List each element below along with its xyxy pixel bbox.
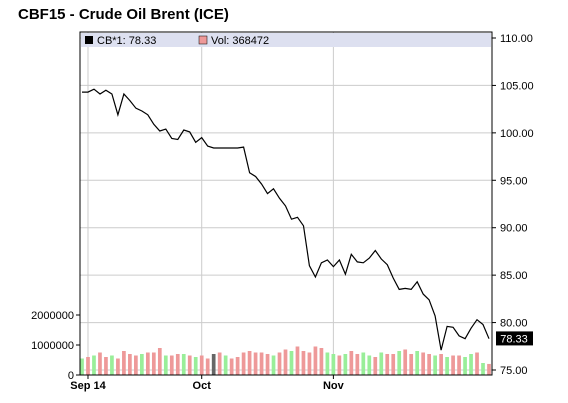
volume-bar — [487, 363, 491, 375]
volume-bar — [241, 352, 246, 375]
volume-bar — [463, 357, 467, 375]
volume-bar — [373, 357, 378, 375]
volume-bar — [134, 355, 138, 375]
volume-bar — [199, 355, 204, 375]
volume-bar — [397, 351, 402, 375]
volume-bar — [247, 351, 252, 375]
volume-bar — [163, 355, 168, 375]
volume-bar — [175, 354, 180, 375]
plot-area — [80, 32, 492, 375]
volume-bar — [457, 355, 461, 375]
volume-bar — [139, 354, 144, 375]
volume-bar — [391, 354, 396, 375]
volume-tick-label: 2000000 — [31, 310, 74, 322]
x-tick-label: Sep 14 — [70, 380, 106, 392]
volume-bar — [211, 354, 216, 375]
volume-bar — [271, 355, 276, 375]
volume-bar — [445, 357, 449, 375]
volume-legend-label: Vol: 368472 — [211, 35, 269, 47]
volume-bar — [427, 354, 432, 375]
volume-bar — [325, 352, 330, 375]
volume-bar — [367, 355, 372, 375]
price-tick-label: 105.00 — [500, 80, 534, 92]
price-legend-label: CB*1: 78.33 — [97, 35, 156, 47]
volume-bar — [349, 351, 354, 375]
volume-bar — [151, 352, 156, 375]
volume-bar — [319, 348, 324, 375]
x-tick-label: Oct — [193, 380, 212, 392]
volume-bars — [80, 346, 491, 375]
volume-bar — [116, 358, 120, 375]
volume-bar — [110, 355, 114, 375]
price-tick-label: 90.00 — [500, 223, 528, 235]
volume-bar — [337, 355, 342, 375]
price-tick-label: 95.00 — [500, 175, 528, 187]
volume-bar — [223, 355, 228, 375]
volume-bar — [80, 358, 84, 375]
volume-bar — [439, 354, 443, 375]
volume-bar — [469, 354, 473, 375]
price-line — [82, 88, 490, 351]
legend-band — [81, 33, 491, 47]
volume-bar — [229, 358, 234, 375]
volume-bar — [205, 358, 210, 375]
volume-bar — [475, 352, 479, 375]
price-tick-label: 110.00 — [500, 33, 533, 45]
volume-bar — [313, 346, 318, 375]
volume-bar — [451, 355, 455, 375]
volume-bar — [122, 351, 126, 375]
volume-bar — [259, 352, 264, 375]
chart-title: CBF15 - Crude Oil Brent (ICE) — [18, 6, 229, 23]
volume-bar — [385, 354, 390, 375]
price-tick-label: 100.00 — [500, 128, 534, 140]
volume-bar — [283, 349, 288, 375]
volume-bar — [307, 352, 312, 375]
last-price-label: 78.33 — [500, 333, 528, 345]
plot-border — [79, 31, 493, 376]
volume-bar — [104, 357, 108, 375]
volume-bar — [253, 352, 258, 375]
volume-bar — [157, 348, 162, 375]
volume-bar — [145, 352, 150, 375]
price-legend-swatch — [85, 36, 93, 44]
volume-tick-label: 1000000 — [31, 340, 74, 352]
price-tick-label: 80.00 — [500, 318, 528, 330]
volume-bar — [331, 354, 336, 375]
volume-axis: 0 1000000 2000000 — [31, 310, 80, 382]
volume-bar — [421, 352, 426, 375]
volume-legend-swatch — [198, 35, 208, 45]
volume-bar — [193, 357, 198, 375]
volume-bar — [217, 352, 222, 375]
volume-bar — [265, 354, 270, 375]
price-tick-label: 75.00 — [500, 365, 528, 377]
volume-bar — [433, 355, 437, 375]
volume-bar — [187, 355, 192, 375]
x-tick-label: Nov — [323, 380, 345, 392]
volume-bar — [98, 352, 102, 375]
x-axis: Sep 14 Oct Nov — [70, 375, 345, 392]
volume-bar — [409, 354, 414, 375]
volume-bar — [343, 354, 348, 375]
last-price-box — [496, 331, 533, 346]
volume-bar — [128, 354, 132, 375]
volume-bar — [169, 355, 174, 375]
volume-bar — [235, 357, 240, 375]
volume-bar — [379, 352, 384, 375]
price-axis: 75.00 80.00 85.00 90.00 95.00 100.00 105.00 110… — [492, 33, 534, 377]
price-tick-label: 85.00 — [500, 270, 528, 282]
volume-bar — [86, 357, 90, 375]
volume-bar — [295, 346, 300, 375]
volume-bar — [92, 355, 96, 375]
volume-bar — [277, 352, 282, 375]
volume-bar — [181, 354, 186, 375]
volume-bar — [289, 351, 294, 375]
volume-bar — [481, 363, 485, 375]
volume-bar — [361, 352, 366, 375]
volume-tick-label: 0 — [68, 370, 74, 382]
volume-bar — [415, 351, 420, 375]
volume-bar — [355, 354, 360, 375]
volume-bar — [301, 351, 306, 375]
volume-bar — [403, 349, 408, 375]
